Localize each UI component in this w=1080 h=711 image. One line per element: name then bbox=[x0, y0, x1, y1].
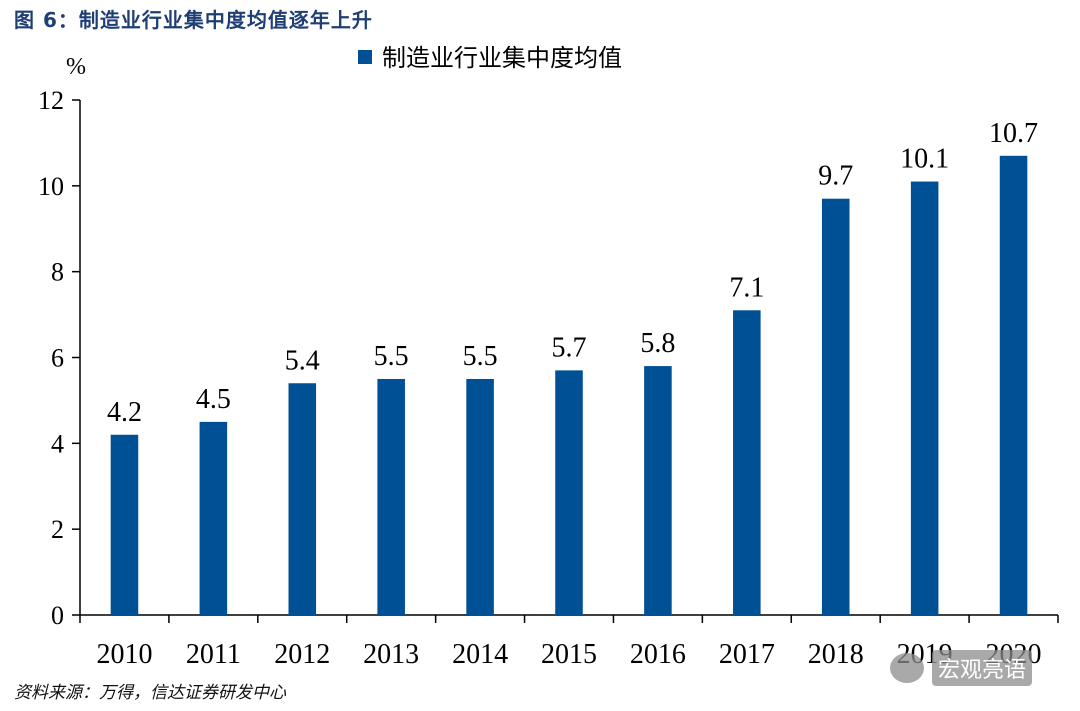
bar-2019 bbox=[910, 181, 939, 615]
legend-swatch bbox=[358, 50, 372, 64]
bars bbox=[110, 155, 1028, 616]
bar-2013 bbox=[377, 378, 405, 615]
y-axis: 0 2 4 6 8 10 12 bbox=[38, 86, 81, 630]
bar-2016 bbox=[644, 366, 672, 615]
bar-2020 bbox=[999, 155, 1028, 615]
figure-title: 图 6：制造业行业集中度均值逐年上升 bbox=[14, 8, 373, 32]
bar-2018 bbox=[821, 198, 850, 616]
source-note: 资料来源：万得，信达证券研发中心 bbox=[14, 683, 286, 703]
y-tick-label: 6 bbox=[51, 344, 64, 373]
x-tick-label-2016: 2016 bbox=[630, 639, 686, 670]
watermark-text: 宏观亮语 bbox=[932, 650, 1033, 686]
data-label-2020: 10.7 bbox=[989, 118, 1038, 149]
wechat-icon bbox=[890, 653, 924, 683]
y-tick-label: 8 bbox=[51, 258, 64, 287]
bar-2012 bbox=[288, 383, 317, 615]
x-tick-label-2014: 2014 bbox=[452, 639, 508, 670]
data-label-2011: 4.5 bbox=[196, 384, 231, 415]
legend-label: 制造业行业集中度均值 bbox=[382, 44, 622, 72]
data-label-2019: 10.1 bbox=[900, 144, 949, 175]
bar-2011 bbox=[199, 421, 228, 615]
data-label-2017: 7.1 bbox=[729, 272, 764, 303]
x-tick-label-2018: 2018 bbox=[808, 639, 864, 670]
data-label-2013: 5.5 bbox=[374, 341, 409, 372]
data-label-2018: 9.7 bbox=[818, 161, 853, 192]
y-tick-label: 2 bbox=[51, 515, 64, 544]
x-tick-label-2010: 2010 bbox=[96, 639, 152, 670]
data-label-2015: 5.7 bbox=[552, 332, 587, 363]
x-tick-label-2013: 2013 bbox=[363, 639, 419, 670]
data-labels: 4.2 4.5 5.4 5.5 5.5 5.7 5.8 7.1 9.7 10.1 10.7 bbox=[107, 118, 1038, 428]
bar-2014 bbox=[466, 378, 494, 615]
data-label-2014: 5.5 bbox=[463, 341, 498, 372]
y-tick-label: 10 bbox=[38, 172, 64, 201]
x-tick-label-2017: 2017 bbox=[719, 639, 775, 670]
bar-2017 bbox=[733, 310, 761, 615]
x-axis bbox=[79, 614, 1059, 623]
y-tick-label: 12 bbox=[38, 86, 64, 115]
data-label-2012: 5.4 bbox=[285, 345, 320, 376]
x-tick-label-2015: 2015 bbox=[541, 639, 597, 670]
y-axis-unit: % bbox=[66, 54, 86, 80]
x-tick-label-2012: 2012 bbox=[274, 639, 330, 670]
bar-2015 bbox=[555, 370, 583, 615]
bar-2010 bbox=[110, 434, 139, 615]
data-label-2010: 4.2 bbox=[107, 397, 142, 428]
y-tick-label: 0 bbox=[51, 601, 64, 630]
y-tick-label: 4 bbox=[51, 429, 64, 458]
watermark: 宏观亮语 bbox=[890, 650, 1033, 686]
legend: 制造业行业集中度均值 bbox=[358, 44, 622, 72]
data-label-2016: 5.8 bbox=[640, 328, 675, 359]
x-tick-label-2011: 2011 bbox=[186, 639, 241, 670]
